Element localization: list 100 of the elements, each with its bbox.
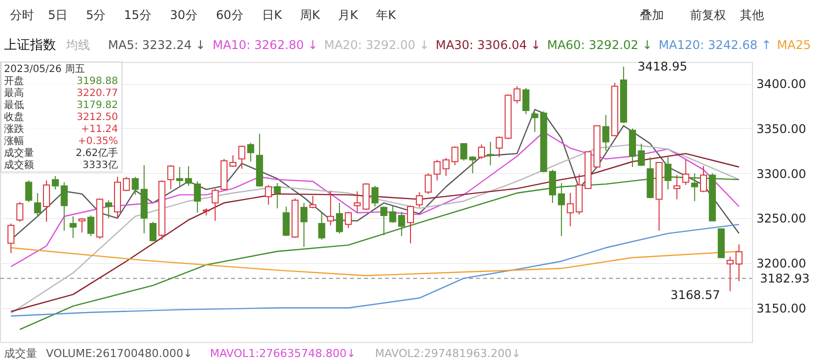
candlestick xyxy=(87,214,94,237)
text: MAVOL2:297481963.200↓ xyxy=(375,347,521,360)
y-tick-label: 3250.00 xyxy=(756,212,806,226)
candlestick xyxy=(442,158,450,176)
annotation: +11.24 xyxy=(80,124,118,135)
y-tick-label: 3150.00 xyxy=(756,301,806,316)
candlestick xyxy=(309,195,316,209)
candlestick xyxy=(398,211,406,237)
candlestick xyxy=(7,223,14,254)
candlestick xyxy=(167,164,174,190)
annotation: 成交量 xyxy=(4,147,34,159)
annotation: 3220.77 xyxy=(76,88,118,99)
text: 60分 xyxy=(216,8,244,22)
text: 30分 xyxy=(170,8,198,22)
annotation: 3168.57 xyxy=(670,288,720,302)
text: 月K xyxy=(338,8,359,22)
candlestick xyxy=(185,166,192,186)
text: VOLUME:261700480.000↓ xyxy=(46,347,192,360)
text: 日K xyxy=(262,8,283,22)
text: 均线 xyxy=(65,38,90,52)
text: MA5: 3232.24 ↓ xyxy=(108,38,206,52)
candlestick xyxy=(238,144,246,170)
candlestick xyxy=(406,205,414,244)
candlestick xyxy=(726,256,734,292)
candlestick xyxy=(78,218,86,234)
candlestick xyxy=(736,244,743,282)
text: 其他 xyxy=(740,8,764,22)
candlestick xyxy=(300,202,308,248)
candlestick xyxy=(212,188,219,222)
annotation: 成交额 xyxy=(4,159,34,171)
annotation: 最低 xyxy=(4,100,24,111)
candlestick xyxy=(371,185,378,207)
candlestick xyxy=(354,190,361,214)
text: 叠加 xyxy=(640,8,664,22)
annotation: 最高 xyxy=(4,87,24,99)
candlestick xyxy=(229,154,236,168)
candlestick xyxy=(194,180,201,214)
text: MAVOL1:276635748.800↓ xyxy=(210,347,356,360)
candlestick xyxy=(486,141,494,166)
candlestick xyxy=(478,144,486,160)
candlestick xyxy=(318,211,326,240)
candlestick xyxy=(602,114,610,152)
candlestick xyxy=(638,143,645,167)
candlestick xyxy=(451,146,458,166)
annotation: 3212.50 xyxy=(76,112,118,123)
annotation: 收盘 xyxy=(4,111,24,123)
candlestick xyxy=(34,192,42,217)
candlestick xyxy=(274,182,281,209)
candlestick xyxy=(700,166,707,193)
annotation: 开盘 xyxy=(4,75,24,87)
candlestick xyxy=(434,159,441,181)
text: 年K xyxy=(376,8,397,22)
candlestick xyxy=(25,180,32,202)
text: 5分 xyxy=(86,8,106,22)
line-series xyxy=(10,224,740,317)
candlestick xyxy=(514,86,521,104)
candlestick xyxy=(42,180,50,222)
candlestick xyxy=(664,156,672,190)
candlestick xyxy=(122,176,130,192)
candlestick xyxy=(416,192,423,208)
annotation: +0.35% xyxy=(78,136,118,147)
text: MA60: 3292.02 ↓ xyxy=(547,38,652,52)
text: MA120: 3242.68 ↑ xyxy=(658,38,772,52)
annotation: 3418.95 xyxy=(638,60,688,74)
text: 周K xyxy=(300,8,321,22)
candlestick xyxy=(549,169,556,204)
candlestick xyxy=(247,142,254,162)
candlestick xyxy=(70,216,77,238)
text: MA10: 3262.80 ↓ xyxy=(212,38,318,52)
annotation: 2023/05/26 周五 xyxy=(4,64,85,75)
candlestick xyxy=(264,184,272,206)
candlestick xyxy=(327,190,334,226)
text: 成交量 xyxy=(4,347,37,360)
text: MA25 xyxy=(777,38,811,52)
candlestick xyxy=(336,202,343,234)
ref-line-label: 3182.93 xyxy=(760,271,810,286)
candlestick xyxy=(176,166,184,186)
annotation: 2.62亿手 xyxy=(76,147,118,159)
candlestick xyxy=(673,174,680,200)
candlestick xyxy=(522,88,530,115)
candlestick xyxy=(344,211,352,229)
text: 5日 xyxy=(48,8,68,22)
candlestick xyxy=(105,200,112,219)
annotation: 3333亿 xyxy=(82,160,118,171)
y-tick-label: 3300.00 xyxy=(756,166,806,181)
y-tick-label: 3350.00 xyxy=(756,122,806,136)
candlestick xyxy=(150,221,157,242)
chart-title: 上证指数 xyxy=(4,38,56,53)
candlestick xyxy=(16,202,24,222)
candlestick xyxy=(424,172,432,194)
text: 前复权 xyxy=(690,8,726,22)
candlestick xyxy=(691,172,698,202)
candlestick xyxy=(558,182,565,237)
annotation: 3179.82 xyxy=(76,100,118,111)
y-tick-label: 3200.00 xyxy=(756,256,806,271)
annotation: 涨幅 xyxy=(4,135,24,147)
text: 分时 xyxy=(10,8,34,22)
annotation: 3198.88 xyxy=(76,76,118,87)
text: 15分 xyxy=(124,8,152,22)
text: MA30: 3306.04 ↓ xyxy=(436,38,541,52)
